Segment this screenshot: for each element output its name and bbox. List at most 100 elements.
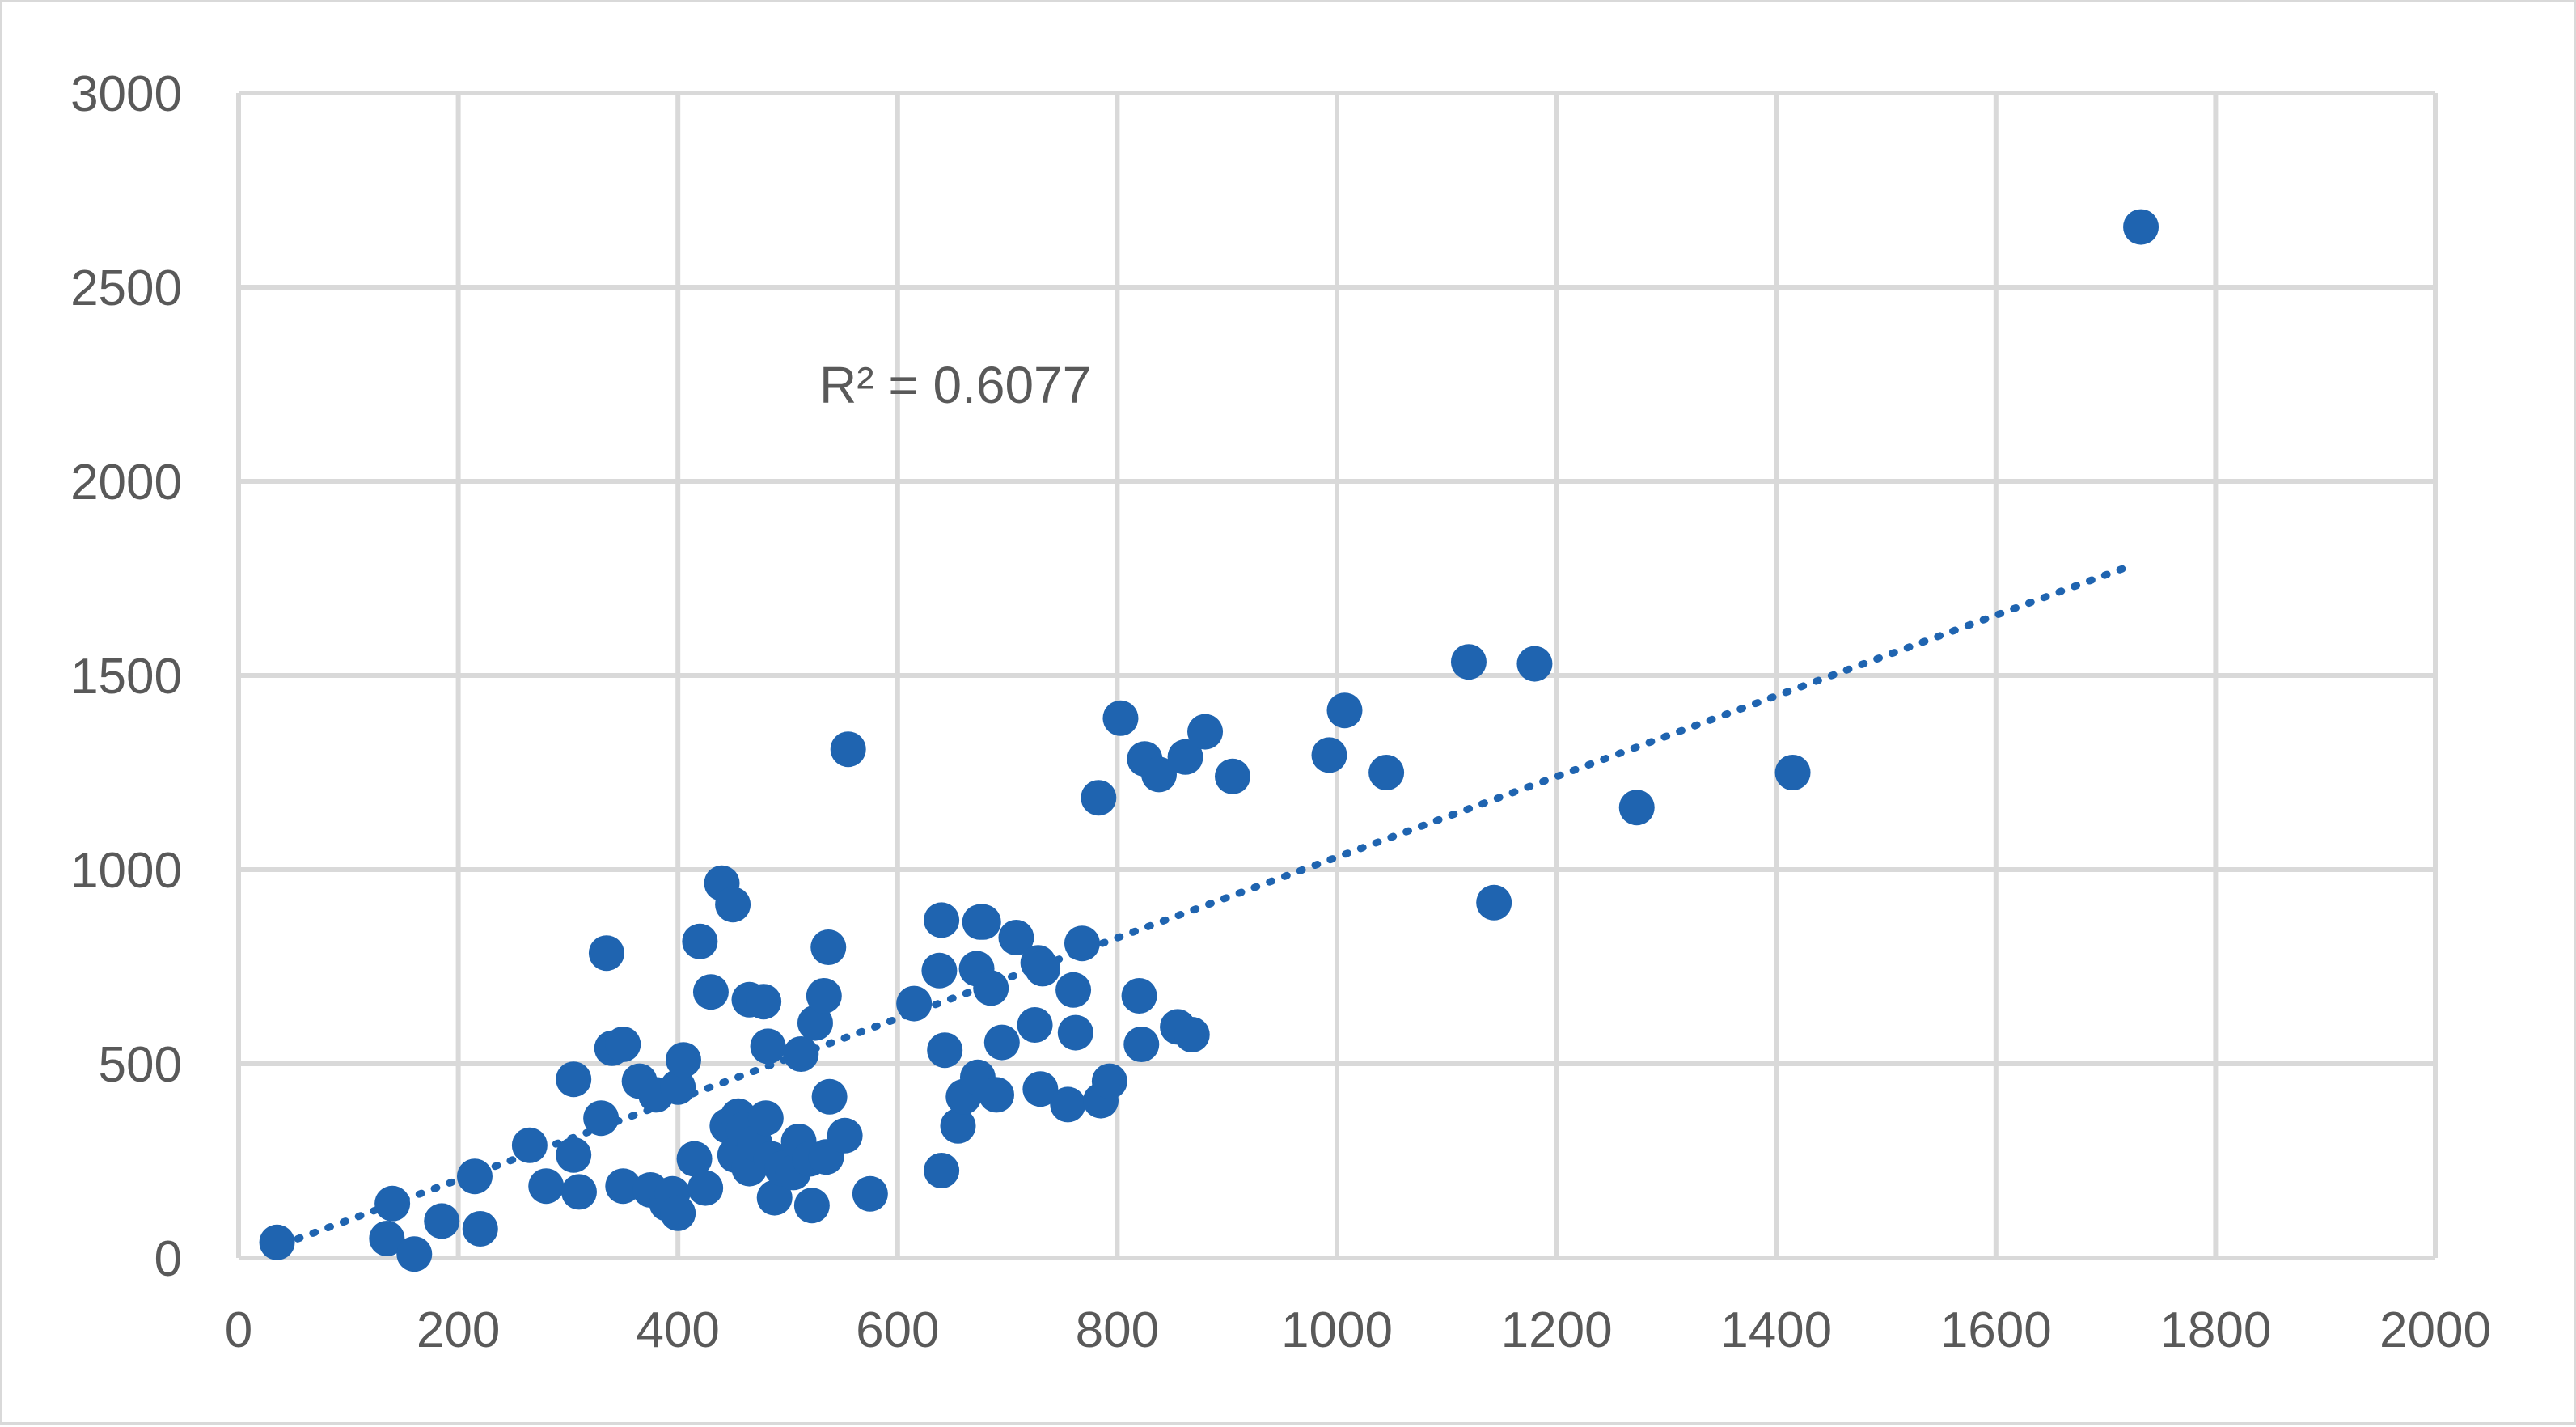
data-point: [1214, 758, 1250, 794]
data-point: [1025, 951, 1061, 987]
trendline-group: [278, 561, 2138, 1248]
data-point: [921, 952, 958, 989]
x-tick-label: 1400: [1720, 1302, 1832, 1358]
data-point: [783, 1036, 819, 1072]
data-point: [715, 887, 751, 923]
grid-lines: [236, 91, 2438, 1260]
x-tick-label: 1800: [2159, 1302, 2271, 1358]
y-tick-label: 500: [99, 1037, 182, 1093]
data-point: [462, 1211, 498, 1247]
data-point: [556, 1137, 592, 1173]
y-tick-label: 0: [154, 1231, 182, 1287]
data-point: [605, 1168, 641, 1205]
data-point: [1450, 644, 1487, 680]
data-point: [1167, 739, 1203, 775]
data-point: [965, 904, 1001, 940]
data-point: [797, 1005, 833, 1041]
data-point: [811, 1078, 848, 1115]
data-point: [927, 1032, 963, 1069]
y-tick-label: 2000: [70, 455, 182, 510]
x-tick-label: 400: [636, 1302, 719, 1358]
y-tick-label: 2500: [70, 260, 182, 316]
data-point: [528, 1168, 565, 1205]
data-point: [1055, 972, 1092, 1008]
x-tick-label: 0: [225, 1302, 252, 1358]
data-point: [1516, 646, 1553, 682]
x-tick-label: 800: [1076, 1302, 1159, 1358]
data-point: [660, 1069, 696, 1105]
y-tick-label: 1000: [70, 843, 182, 899]
data-point: [924, 902, 960, 938]
data-point: [793, 1188, 830, 1224]
data-point: [1326, 692, 1363, 729]
y-tick-label: 3000: [70, 66, 182, 122]
x-tick-label: 200: [417, 1302, 500, 1358]
data-point: [374, 1185, 411, 1222]
data-point: [2123, 209, 2159, 245]
x-tick-label: 2000: [2379, 1302, 2491, 1358]
data-point: [756, 1179, 793, 1216]
x-axis-tick-labels: 0 200 400 600 800 1000 1200 1400 1600 1800 2000: [225, 1302, 2491, 1358]
data-point: [924, 1153, 960, 1188]
y-axis-tick-labels: 0 500 1000 1500 2000 2500 3000: [70, 66, 182, 1287]
data-point: [940, 1107, 976, 1144]
data-point: [830, 731, 866, 768]
data-points: [259, 209, 2159, 1272]
data-point: [676, 1141, 713, 1177]
data-point: [583, 1100, 620, 1137]
data-point: [1774, 755, 1811, 790]
data-point: [1141, 756, 1178, 793]
data-point: [682, 923, 718, 959]
data-point: [827, 1117, 863, 1154]
data-point: [588, 935, 624, 972]
data-point: [259, 1224, 295, 1260]
data-point: [973, 970, 1009, 1006]
data-point: [750, 1028, 786, 1065]
x-tick-label: 600: [856, 1302, 939, 1358]
data-point: [560, 1174, 597, 1210]
data-point: [665, 1042, 701, 1078]
data-point: [1091, 1063, 1127, 1099]
data-point: [1121, 978, 1157, 1014]
data-point: [896, 985, 933, 1022]
data-point: [1123, 1027, 1160, 1062]
data-point: [692, 974, 729, 1010]
data-point: [746, 984, 782, 1020]
data-point: [806, 978, 842, 1014]
r-squared-annotation: R² = 0.6077: [819, 356, 1091, 414]
data-point: [1057, 1014, 1093, 1051]
data-point: [605, 1027, 641, 1062]
data-point: [852, 1175, 888, 1212]
data-point: [1050, 1086, 1086, 1123]
x-tick-label: 1200: [1501, 1302, 1613, 1358]
data-point: [511, 1127, 548, 1163]
trendline: [278, 561, 2138, 1248]
data-point: [1174, 1017, 1210, 1052]
data-point: [456, 1158, 493, 1195]
data-point: [396, 1236, 433, 1272]
data-point: [998, 920, 1034, 955]
data-point: [979, 1077, 1015, 1113]
data-point: [1064, 925, 1100, 962]
data-point: [1618, 790, 1655, 826]
data-point: [1476, 884, 1512, 921]
data-point: [983, 1024, 1020, 1061]
data-point: [1311, 737, 1347, 773]
data-point: [1081, 780, 1117, 816]
data-point: [1368, 755, 1405, 790]
data-point: [660, 1195, 696, 1231]
y-tick-label: 1500: [70, 649, 182, 705]
data-point: [556, 1061, 592, 1098]
data-point: [1017, 1007, 1053, 1043]
data-point: [810, 929, 847, 965]
data-point: [424, 1203, 460, 1239]
data-point: [1022, 1071, 1059, 1107]
data-point: [1187, 714, 1224, 750]
data-point: [1102, 700, 1139, 736]
data-point: [687, 1170, 724, 1206]
x-tick-label: 1000: [1281, 1302, 1393, 1358]
data-point: [369, 1221, 405, 1256]
data-point: [747, 1100, 784, 1137]
